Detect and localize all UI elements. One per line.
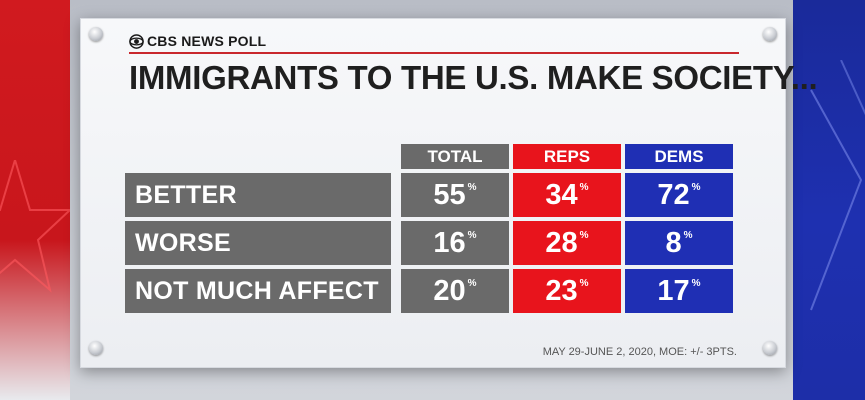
screw-icon	[763, 27, 777, 41]
value: 23	[545, 274, 578, 307]
cell-better-total: 55%	[401, 173, 509, 217]
cell-not-much-affect-dems: 17%	[625, 269, 733, 313]
poll-board: CBS NEWS POLL IMMIGRANTS TO THE U.S. MAK…	[80, 18, 818, 368]
value: 55	[433, 178, 466, 211]
cbs-eye-icon	[129, 33, 144, 49]
percent-sign: %	[579, 278, 589, 289]
row-label-worse: WORSE	[125, 221, 391, 265]
percent-sign: %	[683, 230, 693, 241]
cell-worse-reps: 28%	[513, 221, 621, 265]
star-icon	[810, 60, 865, 311]
chart-title: IMMIGRANTS TO THE U.S. MAKE SOCIETY...	[129, 59, 818, 96]
value: 72	[657, 178, 690, 211]
row-label-not-much-affect: NOT MUCH AFFECT	[125, 269, 391, 313]
column-header-total: TOTAL	[401, 144, 509, 169]
screw-icon	[89, 27, 103, 41]
percent-sign: %	[467, 278, 477, 289]
cell-better-reps: 34%	[513, 173, 621, 217]
percent-sign: %	[579, 230, 589, 241]
value: 20	[433, 274, 466, 307]
star-icon	[0, 160, 70, 293]
cell-worse-total: 16%	[401, 221, 509, 265]
value: 16	[433, 226, 466, 259]
cell-worse-dems: 8%	[625, 221, 733, 265]
column-header-dems: DEMS	[625, 144, 733, 169]
cell-better-dems: 72%	[625, 173, 733, 217]
percent-sign: %	[467, 182, 477, 193]
screw-icon	[763, 341, 777, 355]
value: 17	[657, 274, 690, 307]
value: 28	[545, 226, 578, 259]
header-rule	[129, 52, 739, 54]
value: 34	[545, 178, 578, 211]
cell-not-much-affect-total: 20%	[401, 269, 509, 313]
percent-sign: %	[579, 182, 589, 193]
row-label-better: BETTER	[125, 173, 391, 217]
column-header-reps: REPS	[513, 144, 621, 169]
percent-sign: %	[467, 230, 477, 241]
blue-side-background	[793, 0, 865, 400]
percent-sign: %	[691, 278, 701, 289]
value: 8	[665, 226, 682, 259]
red-side-background	[0, 0, 70, 400]
brand-label: CBS NEWS POLL	[147, 33, 267, 49]
poll-dates-footer: MAY 29-JUNE 2, 2020, MOE: +/- 3PTS.	[542, 346, 737, 358]
brand-header: CBS NEWS POLL	[129, 33, 266, 49]
percent-sign: %	[691, 182, 701, 193]
screw-icon	[89, 341, 103, 355]
cell-not-much-affect-reps: 23%	[513, 269, 621, 313]
